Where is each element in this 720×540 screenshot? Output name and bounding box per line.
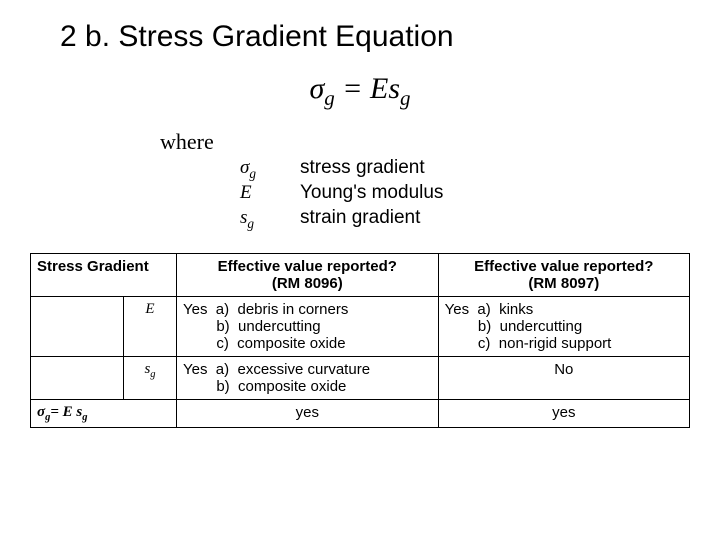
data-table: Stress Gradient Effective value reported… — [30, 253, 690, 428]
cell-8096: Yes a) excessive curvature b) composite … — [177, 357, 439, 400]
eq-rhs-a: Es — [370, 72, 400, 105]
eq-lhs-sub: g — [324, 86, 335, 110]
def-sym: sg — [240, 207, 300, 232]
def-text: stress gradient — [300, 157, 690, 182]
definitions-grid: σg stress gradient E Young's modulus sg … — [240, 157, 690, 231]
def-text: Young's modulus — [300, 182, 690, 207]
main-equation: σg = Esg — [30, 72, 690, 111]
where-label: where — [160, 129, 690, 155]
header-col2: Effective value reported? (RM 8097) — [438, 254, 689, 297]
row-symbol: E — [124, 297, 177, 357]
row-label-empty — [31, 297, 124, 357]
table-row: E Yes a) debris in corners b) undercutti… — [31, 297, 690, 357]
header-col1: Effective value reported? (RM 8096) — [177, 254, 439, 297]
cell-8096: Yes a) debris in corners b) undercutting… — [177, 297, 439, 357]
table-header-row: Stress Gradient Effective value reported… — [31, 254, 690, 297]
cell-8097: No — [438, 357, 689, 400]
row-symbol: sg — [124, 357, 177, 400]
eq-equals: = — [335, 72, 370, 105]
header-rowlabel: Stress Gradient — [31, 254, 177, 297]
cell-8096: yes — [177, 400, 439, 428]
eq-rhs-sub: g — [400, 86, 411, 110]
table-row: σg= E sg yes yes — [31, 400, 690, 428]
table-row: sg Yes a) excessive curvature b) composi… — [31, 357, 690, 400]
cell-8097: Yes a) kinks b) undercutting c) non-rigi… — [438, 297, 689, 357]
def-sym: σg — [240, 157, 300, 182]
row-label-empty — [31, 357, 124, 400]
def-text: strain gradient — [300, 207, 690, 232]
cell-8097: yes — [438, 400, 689, 428]
page-title: 2 b. Stress Gradient Equation — [60, 20, 690, 54]
eq-lhs-base: σ — [309, 72, 324, 105]
def-sym: E — [240, 182, 300, 207]
where-block: where σg stress gradient E Young's modul… — [160, 129, 690, 231]
row-label-equation: σg= E sg — [31, 400, 177, 428]
